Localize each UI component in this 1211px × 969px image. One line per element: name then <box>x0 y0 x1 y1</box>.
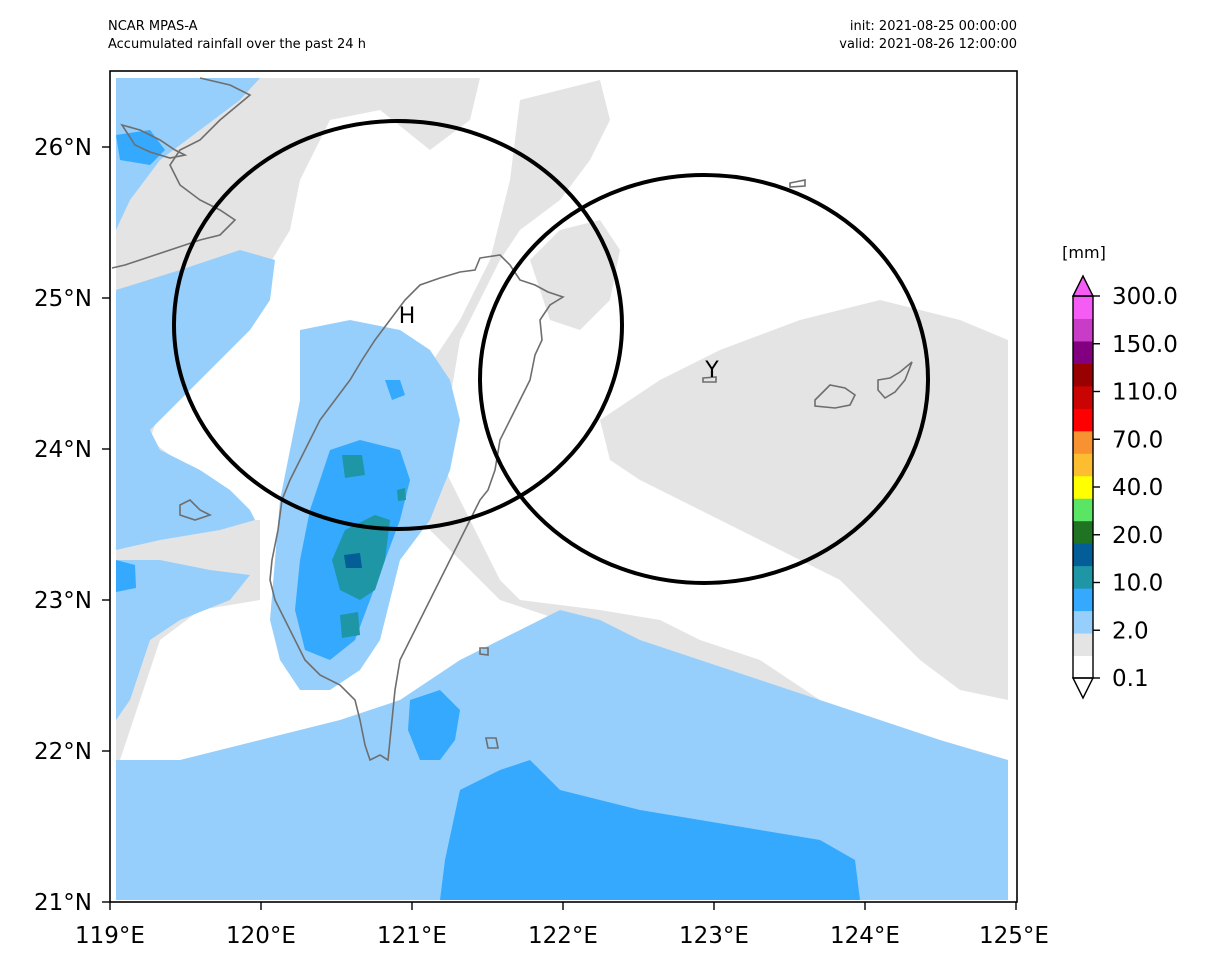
x-tick-labels: 119°E 120°E 121°E 122°E 123°E 124°E 125°… <box>75 923 1049 949</box>
penghu-coastline <box>179 499 213 521</box>
colorbar-segments <box>1071 274 1095 700</box>
rain-band-20mm <box>342 455 365 478</box>
rain-band-20mm <box>397 488 406 501</box>
rain-band-10mm <box>385 380 405 400</box>
colorbar-label: 20.0 <box>1112 523 1163 549</box>
x-tick-label: 123°E <box>679 923 749 949</box>
axis-ticks <box>102 146 1017 910</box>
x-tick-label: 124°E <box>830 923 900 949</box>
china-coastline <box>120 123 188 159</box>
y-tick-label: 22°N <box>34 739 92 765</box>
chart-title: Accumulated rainfall over the past 24 h <box>108 37 366 52</box>
chart-header-left: NCAR MPAS-A Accumulated rainfall over th… <box>108 18 366 54</box>
rain-band-light <box>116 78 480 800</box>
colorbar-segment <box>1073 430 1093 454</box>
colorbar-segment <box>1073 363 1093 387</box>
island-coastline <box>485 737 499 749</box>
rain-band-20mm <box>340 612 360 638</box>
colorbar-label: 0.1 <box>1112 666 1149 692</box>
colorbar-label: 70.0 <box>1112 427 1163 453</box>
colorbar-label: 110.0 <box>1112 380 1178 406</box>
colorbar: [mm] 0.1 2.0 10.0 20.0 40.0 70.0 110.0 150.0 300… <box>1062 243 1178 700</box>
rain-band-light <box>730 440 765 490</box>
y-tick-label: 23°N <box>34 588 92 614</box>
model-name: NCAR MPAS-A <box>108 19 198 34</box>
colorbar-segment <box>1073 520 1093 544</box>
chart-header-right: init: 2021-08-25 00:00:00 valid: 2021-08… <box>839 18 1017 54</box>
island-coastline <box>789 179 806 188</box>
rain-band-2mm <box>116 610 1008 900</box>
colorbar-segment <box>1073 543 1093 567</box>
colorbar-segment <box>1073 565 1093 589</box>
x-tick-label: 120°E <box>226 923 296 949</box>
colorbar-segment <box>1073 610 1093 634</box>
x-tick-label: 125°E <box>979 923 1049 949</box>
colorbar-label: 10.0 <box>1112 571 1163 597</box>
rain-band-light <box>530 220 620 330</box>
colorbar-segment <box>1073 588 1093 612</box>
rain-band-10mm <box>116 560 136 592</box>
colorbar-label: 2.0 <box>1112 618 1149 644</box>
colorbar-label: 40.0 <box>1112 475 1163 501</box>
colorbar-segment <box>1073 408 1093 432</box>
colorbar-segment <box>1073 385 1093 409</box>
colorbar-segment <box>1073 340 1093 364</box>
influence-circles <box>172 119 930 585</box>
marker-y-label: Y <box>704 358 719 383</box>
island-coastline <box>479 647 489 656</box>
rain-band-10mm <box>440 760 860 900</box>
circle-h <box>172 119 624 531</box>
colorbar-label: 300.0 <box>1112 284 1178 310</box>
taiwan-coastline <box>269 254 565 762</box>
colorbar-extend-min <box>1071 677 1095 700</box>
rain-band-40mm <box>344 553 362 568</box>
x-tick-label: 121°E <box>377 923 447 949</box>
colorbar-segment <box>1073 296 1093 319</box>
rain-band-10mm <box>408 690 460 760</box>
colorbar-segment <box>1073 498 1093 522</box>
colorbar-extend-max <box>1071 274 1095 297</box>
y-tick-label: 25°N <box>34 286 92 312</box>
rain-band-2mm <box>116 560 250 720</box>
rain-band-light <box>600 300 1008 700</box>
colorbar-segment <box>1073 453 1093 477</box>
x-tick-label: 119°E <box>75 923 145 949</box>
x-tick-label: 122°E <box>528 923 598 949</box>
circle-y <box>478 173 930 585</box>
rain-band-2mm <box>116 78 260 230</box>
colorbar-label: 150.0 <box>1112 332 1178 358</box>
y-tick-labels: 21°N 22°N 23°N 24°N 25°N 26°N <box>34 135 92 916</box>
iriomote-coastline <box>877 361 913 400</box>
colorbar-labels: 0.1 2.0 10.0 20.0 40.0 70.0 110.0 150.0 300.0 <box>1093 284 1178 692</box>
rain-band-2mm <box>116 250 275 550</box>
y-tick-label: 24°N <box>34 437 92 463</box>
rain-band-20mm <box>332 515 390 600</box>
valid-time: valid: 2021-08-26 12:00:00 <box>839 37 1017 52</box>
coastlines <box>111 77 913 762</box>
colorbar-segment <box>1073 633 1093 657</box>
init-time: init: 2021-08-25 00:00:00 <box>849 19 1017 34</box>
y-tick-label: 26°N <box>34 135 92 161</box>
colorbar-segment <box>1073 318 1093 342</box>
colorbar-unit: [mm] <box>1062 243 1106 262</box>
ishigaki-coastline <box>814 384 857 409</box>
colorbar-segment <box>1073 475 1093 499</box>
marker-h-label: H <box>399 304 416 329</box>
yonaguni-coastline <box>702 376 717 383</box>
colorbar-segment <box>1073 655 1093 679</box>
y-tick-label: 21°N <box>34 890 92 916</box>
rainfall-field: H Y <box>110 71 1017 902</box>
china-coastline <box>111 77 252 269</box>
